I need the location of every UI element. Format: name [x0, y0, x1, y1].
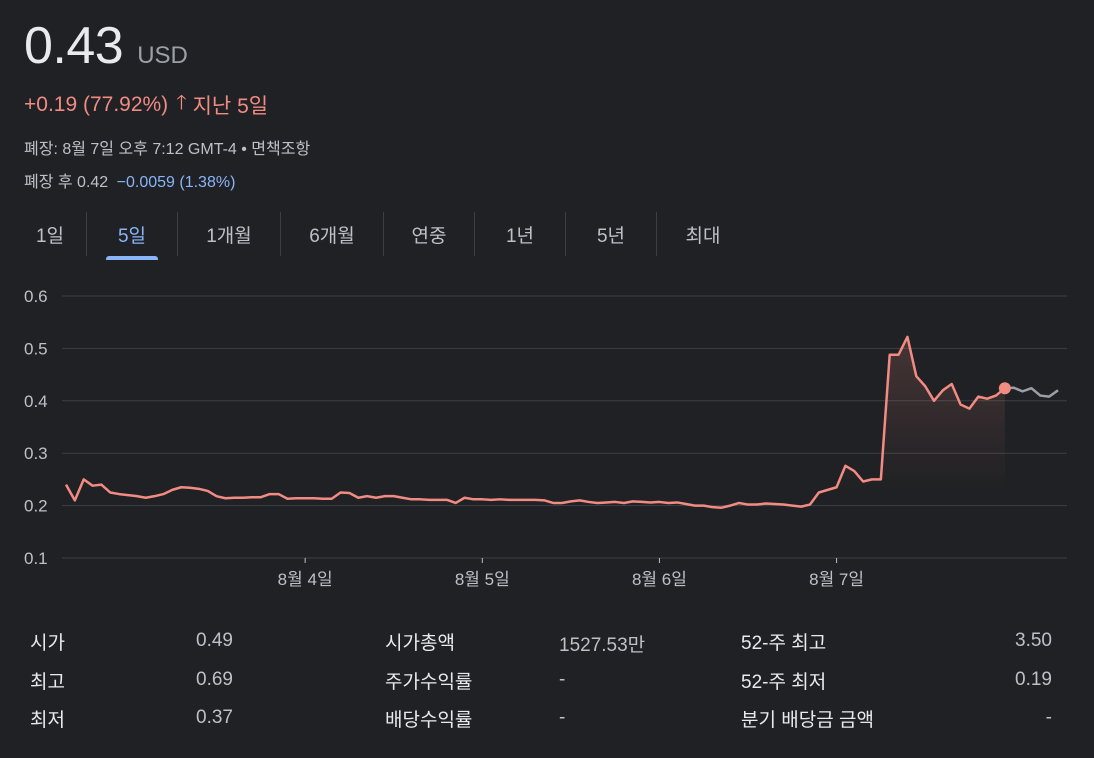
- stat-value-quarterly-dividend: -: [1045, 707, 1052, 728]
- tab-1d[interactable]: 1일: [35, 225, 65, 247]
- currency-label: USD: [137, 42, 188, 69]
- tab-1y[interactable]: 1년: [474, 212, 565, 256]
- tab-5y[interactable]: 5년: [565, 212, 656, 256]
- stat-value-dividend-yield: -: [559, 707, 566, 728]
- stat-label-dividend-yield: 배당수익률: [385, 710, 473, 731]
- stat-label-high: 최고: [30, 672, 65, 693]
- tab-ytd[interactable]: 연중: [383, 212, 474, 256]
- market-meta: 폐장: 8월 7일 오후 7:12 GMT-4 • 면책조항: [24, 141, 311, 158]
- price-area-fill: [66, 336, 1005, 490]
- stat-label-open: 시가: [30, 633, 65, 654]
- stat-label-pe: 주가수익률: [385, 672, 473, 693]
- stat-label-market-cap: 시가총액: [385, 633, 455, 654]
- x-tick-label: 8월 4일: [278, 570, 333, 589]
- after-hours-label: 폐장 후 0.42: [24, 174, 109, 191]
- current-price-marker: [998, 382, 1011, 395]
- x-axis-labels: 8월 4일 8월 5일 8월 6일 8월 7일: [278, 558, 864, 589]
- chart-grid: [62, 295, 1067, 559]
- stat-value-52w-low: 0.19: [1015, 669, 1052, 690]
- arrow-up-icon: 🡑: [176, 92, 187, 114]
- after-hours-line: [1004, 386, 1059, 398]
- x-tick-label: 8월 6일: [632, 570, 687, 589]
- price-chart[interactable]: 0.6 0.5 0.4 0.3 0.2 0.1 8월 4일 8월 5일 8월 6일 8월 7일: [0, 270, 1094, 600]
- after-hours-change: −0.0059 (1.38%): [116, 174, 236, 191]
- stat-value-high: 0.69: [196, 669, 233, 690]
- stat-value-pe: -: [559, 669, 566, 690]
- y-tick-label: 0.2: [24, 497, 48, 516]
- price-value: 0.43: [24, 17, 124, 75]
- tab-max[interactable]: 최대: [656, 212, 749, 256]
- tab-6m[interactable]: 6개월: [280, 212, 383, 256]
- x-tick-label: 8월 7일: [809, 570, 864, 589]
- tab-5d[interactable]: 5일: [86, 212, 177, 260]
- price-line: [64, 335, 1006, 509]
- y-tick-label: 0.6: [24, 287, 48, 306]
- y-tick-label: 0.1: [24, 549, 48, 568]
- y-tick-label: 0.3: [24, 444, 48, 463]
- stat-value-market-cap: 1527.53만: [559, 635, 646, 656]
- period-label: 지난 5일: [192, 95, 269, 118]
- change-value: +0.19 (77.92%): [24, 93, 169, 116]
- stat-value-52w-high: 3.50: [1015, 630, 1052, 651]
- y-tick-label: 0.5: [24, 339, 48, 358]
- tab-1m[interactable]: 1개월: [177, 212, 280, 256]
- stat-label-52w-low: 52-주 최저: [741, 672, 827, 693]
- range-tabs: 1일 5일 1개월 6개월 연중 1년 5년 최대: [14, 212, 749, 260]
- x-tick-label: 8월 5일: [455, 570, 510, 589]
- stat-label-quarterly-dividend: 분기 배당금 금액: [741, 710, 874, 731]
- y-axis-labels: 0.6 0.5 0.4 0.3 0.2 0.1: [24, 287, 48, 568]
- stat-label-52w-high: 52-주 최고: [741, 633, 827, 654]
- y-tick-label: 0.4: [24, 392, 48, 411]
- stat-label-low: 최저: [30, 710, 65, 731]
- price-row: 0.43 USD: [24, 16, 188, 76]
- stat-value-open: 0.49: [196, 630, 233, 651]
- after-hours-row: 폐장 후 0.42 −0.0059 (1.38%): [24, 168, 235, 192]
- stat-value-low: 0.37: [196, 707, 233, 728]
- change-row: +0.19 (77.92%) 🡑 지난 5일: [24, 88, 268, 122]
